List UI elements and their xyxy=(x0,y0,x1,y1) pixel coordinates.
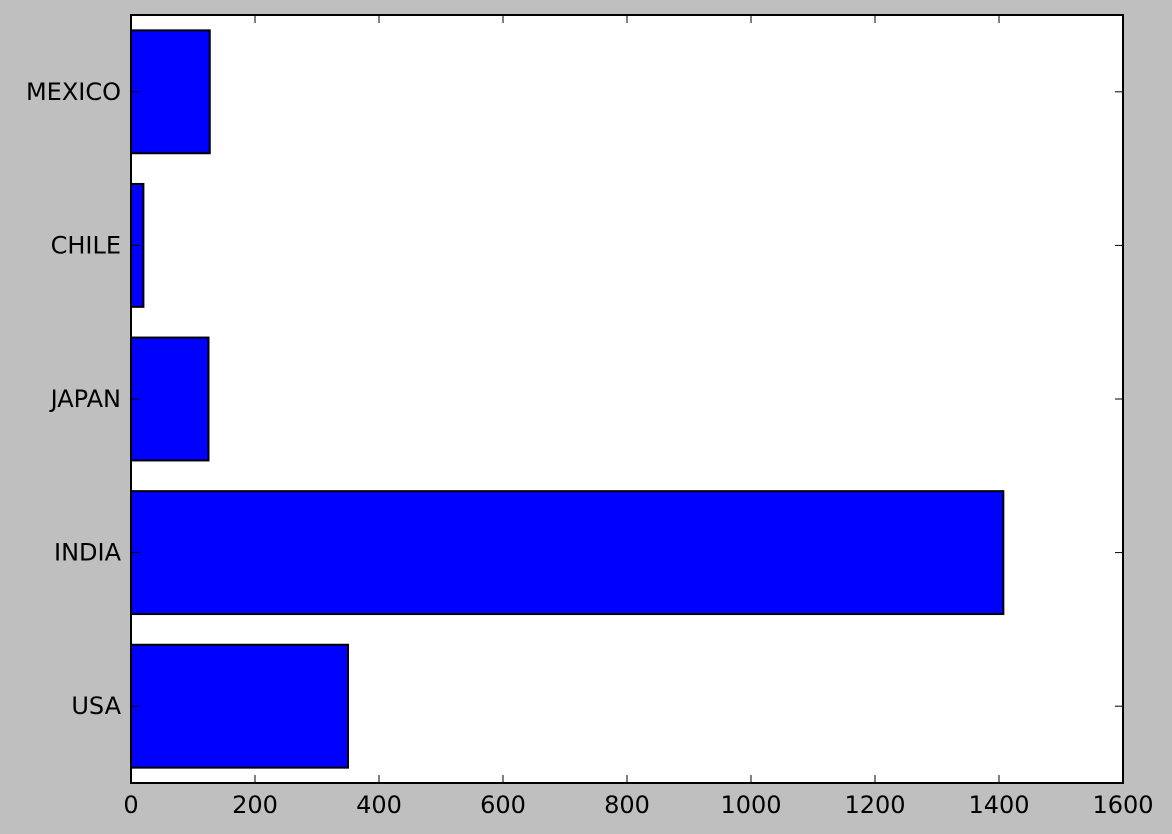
y-tick-label: INDIA xyxy=(54,539,122,567)
x-tick-label: 1600 xyxy=(1092,791,1153,819)
tick-labels-layer: USA INDIA JAPAN CHILE MEXICO 0 200 400 600 800 100… xyxy=(26,78,1154,819)
bar-japan xyxy=(130,336,210,462)
y-tick-label: MEXICO xyxy=(26,78,121,106)
x-tick-label: 200 xyxy=(232,791,278,819)
y-tick-label: CHILE xyxy=(51,231,121,259)
x-tick-label: 400 xyxy=(356,791,402,819)
x-tick-label: 800 xyxy=(604,791,650,819)
bars-layer xyxy=(130,29,1005,769)
x-tick-label: 1400 xyxy=(968,791,1029,819)
plot-frame xyxy=(130,14,1124,784)
x-tick-label: 0 xyxy=(123,791,138,819)
x-tick-label: 1200 xyxy=(844,791,905,819)
y-tick-label: USA xyxy=(71,692,121,720)
bar-usa xyxy=(130,643,349,769)
bar-india xyxy=(130,490,1005,616)
bar-mexico xyxy=(130,29,211,155)
x-tick-label: 1000 xyxy=(720,791,781,819)
y-tick-label: JAPAN xyxy=(49,385,121,413)
x-tick-label: 600 xyxy=(480,791,526,819)
